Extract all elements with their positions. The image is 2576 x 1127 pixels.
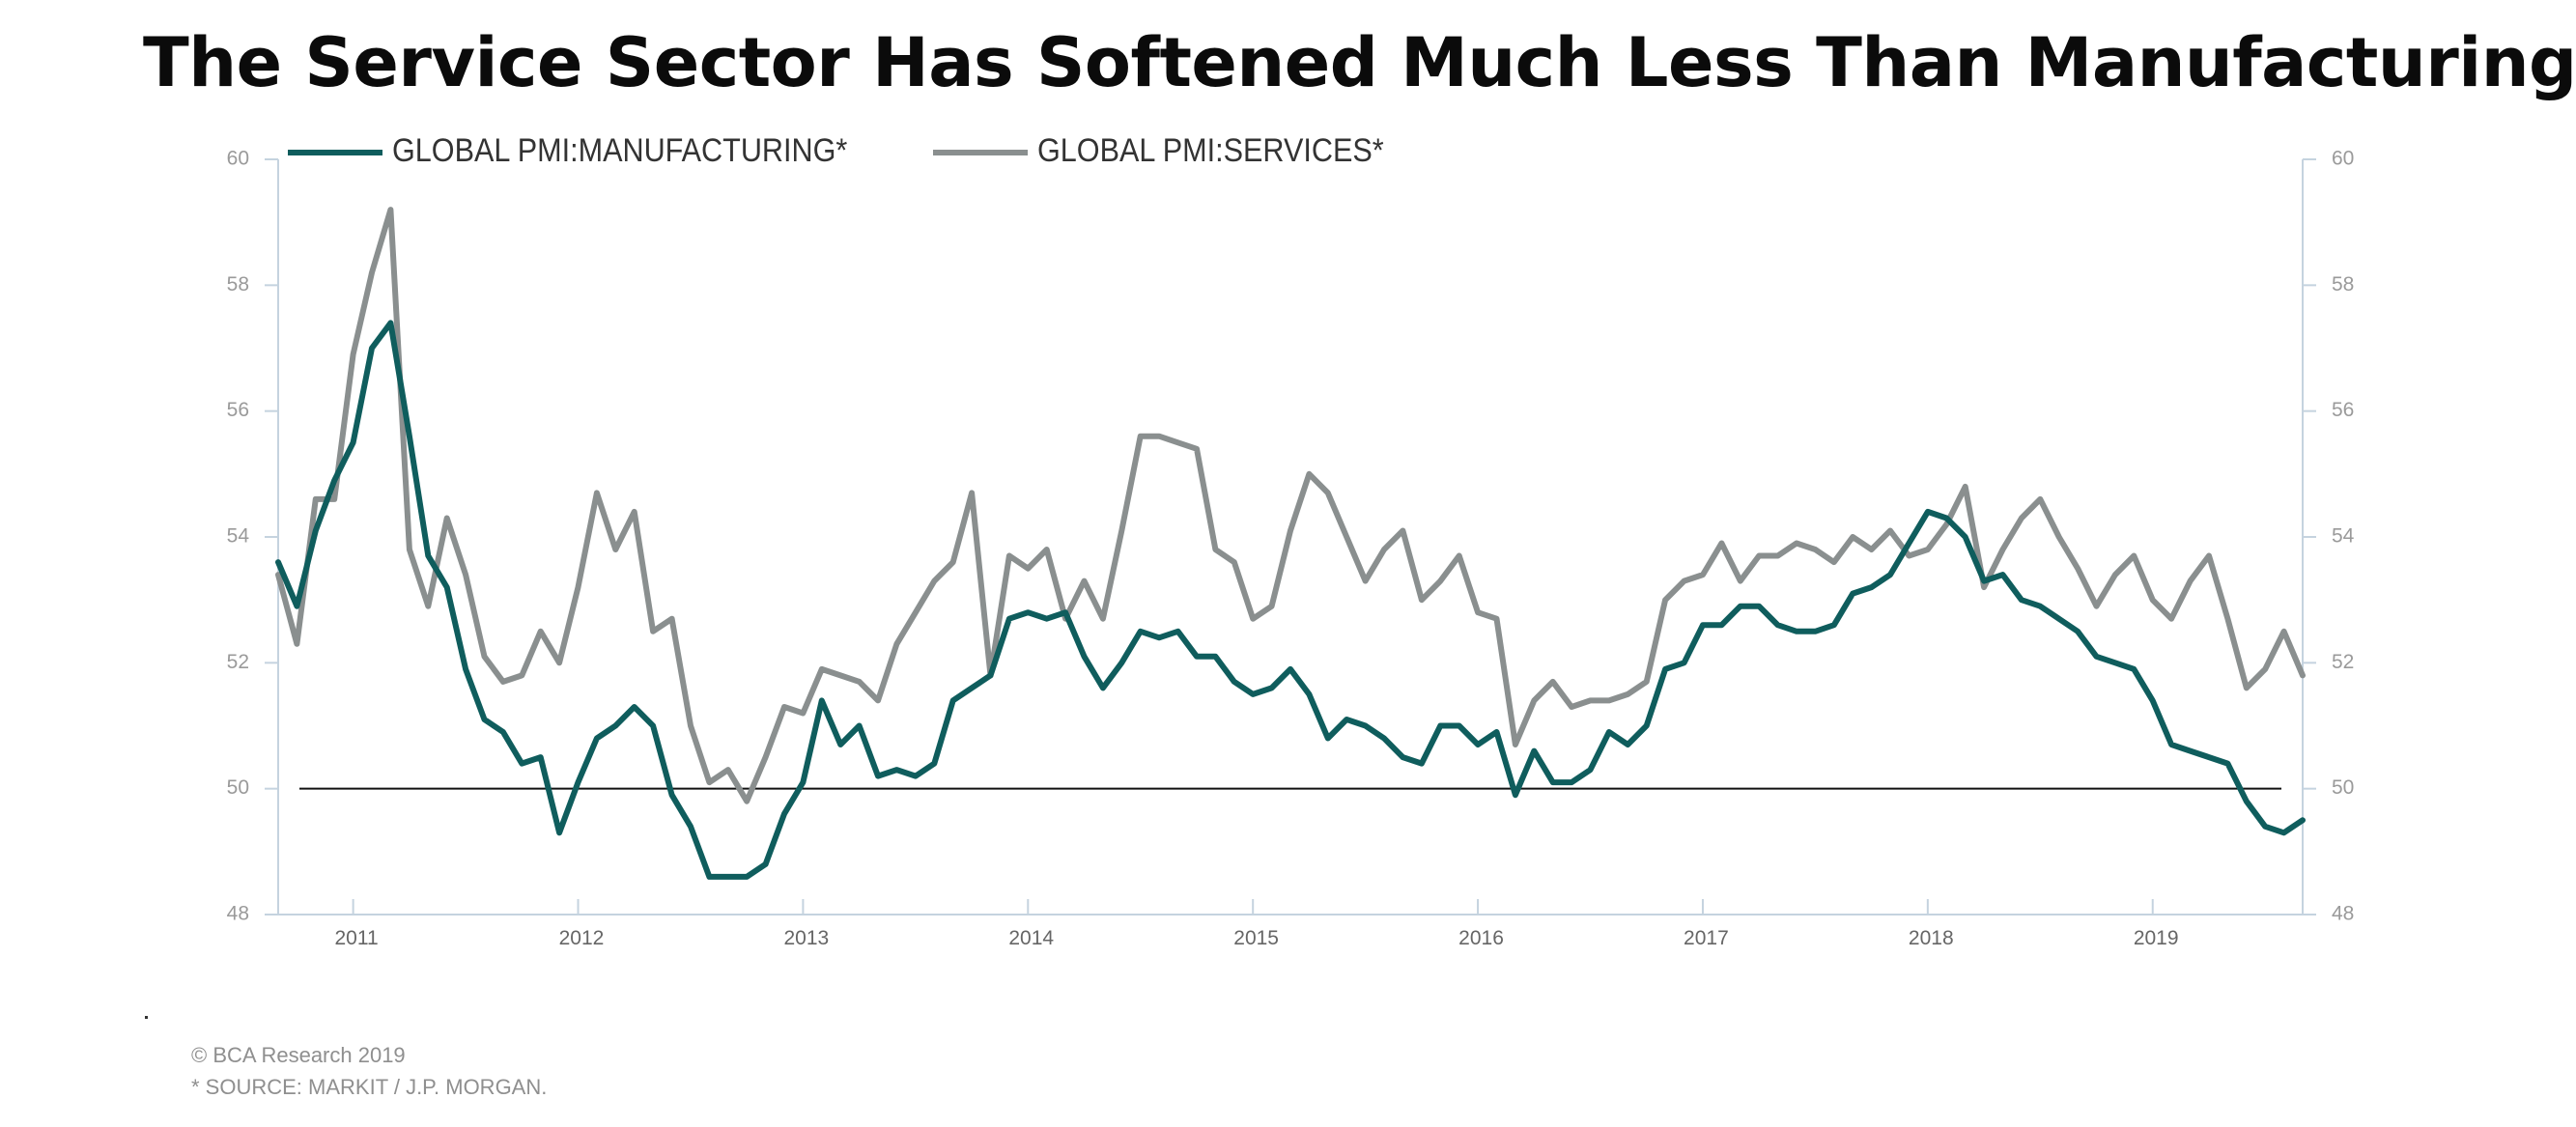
y-tick-label-right: 48 [2332, 903, 2354, 925]
y-tick-label-left: 60 [227, 148, 249, 170]
x-tick-label: 2016 [1458, 927, 1504, 949]
x-tick-label: 2011 [334, 927, 378, 949]
x-tick-label: 2017 [1684, 927, 1729, 949]
x-tick-label: 2012 [559, 927, 605, 949]
series-lines [275, 207, 2306, 880]
source-note: * SOURCE: MARKIT / J.P. MORGAN. [191, 1075, 548, 1099]
x-tick-label: 2019 [2134, 927, 2179, 949]
chart-title: The Service Sector Has Softened Much Les… [143, 23, 2576, 102]
y-tick-label-left: 56 [227, 399, 249, 421]
y-tick-label-left: 50 [227, 776, 249, 799]
services-line [275, 207, 2306, 804]
stray-dot [145, 1016, 148, 1019]
y-tick-label-left: 52 [227, 651, 249, 673]
y-tick-label-left: 58 [227, 273, 249, 296]
y-tick-label-right: 58 [2332, 273, 2354, 296]
x-tick-label: 2014 [1008, 927, 1054, 949]
x-tick-label: 2013 [783, 927, 829, 949]
y-tick-label-left: 48 [227, 903, 249, 925]
y-tick-label-right: 56 [2332, 399, 2354, 421]
legend: GLOBAL PMI:MANUFACTURING* GLOBAL PMI:SER… [288, 132, 1384, 169]
pmi-line-chart: GLOBAL PMI:MANUFACTURING* GLOBAL PMI:SER… [227, 132, 2355, 949]
legend-label-manufacturing: GLOBAL PMI:MANUFACTURING* [392, 132, 848, 169]
manufacturing-line [275, 320, 2306, 880]
y-tick-label-right: 52 [2332, 651, 2354, 673]
x-tick-label: 2015 [1233, 927, 1279, 949]
y-tick-label-right: 50 [2332, 776, 2354, 799]
x-tick-label: 2018 [1909, 927, 1954, 949]
y-tick-label-right: 60 [2332, 148, 2354, 170]
legend-label-services: GLOBAL PMI:SERVICES* [1037, 132, 1384, 169]
axes: 48 48 50 50 52 52 54 54 56 56 58 58 60 60 2011 2012 2013… [227, 148, 2355, 949]
copyright-note: © BCA Research 2019 [191, 1043, 406, 1067]
y-tick-label-left: 54 [227, 525, 250, 548]
y-tick-label-right: 54 [2332, 525, 2355, 548]
